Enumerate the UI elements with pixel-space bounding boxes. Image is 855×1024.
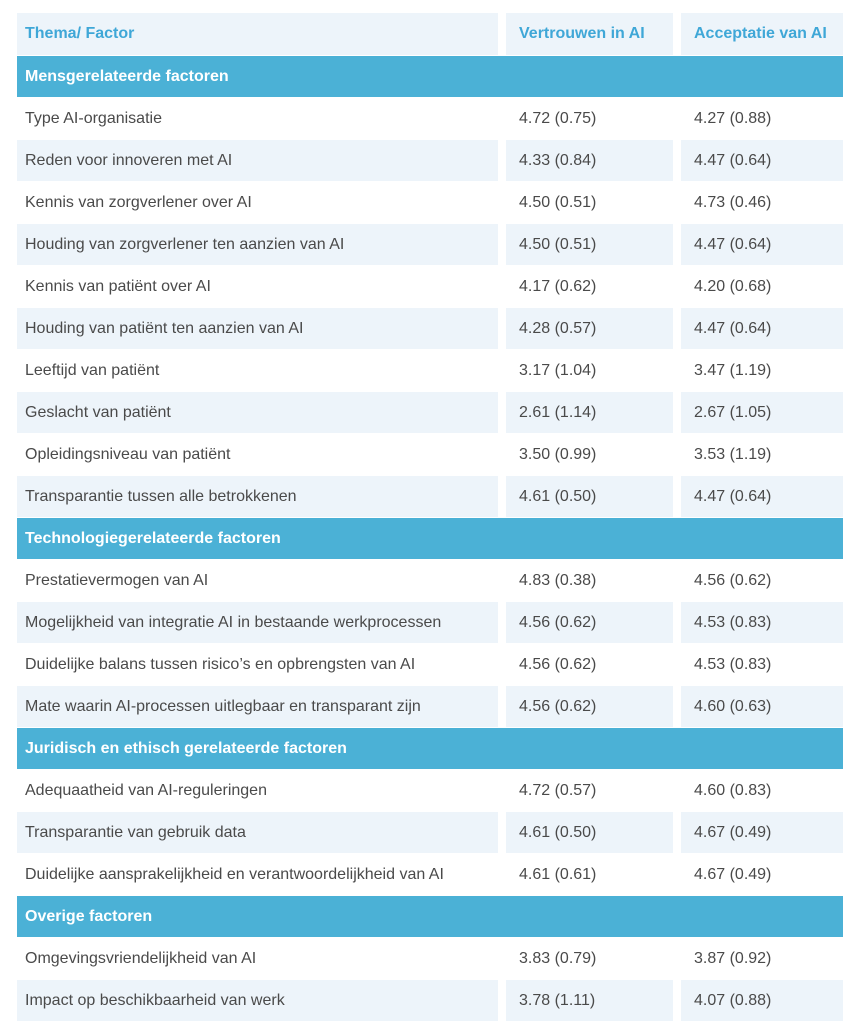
acceptatie-cell: 3.53 (1.19) xyxy=(694,445,772,463)
table-row: Geslacht van patiënt 2.61 (1.14) 2.67 (1… xyxy=(17,392,843,433)
column-header-factor: Thema/ Factor xyxy=(17,13,498,55)
factor-cell: Transparantie van gebruik data xyxy=(17,812,498,853)
factor-cell: Omgevingsvriendelijkheid van AI xyxy=(25,949,257,967)
table-row: Duidelijke aansprakelijkheid en verantwo… xyxy=(17,854,843,895)
acceptatie-cell: 3.87 (0.92) xyxy=(694,949,772,967)
vertrouwen-cell: 4.33 (0.84) xyxy=(506,140,673,181)
table-row: Houding van zorgverlener ten aanzien van… xyxy=(17,224,843,265)
table-row: Duidelijke balans tussen risico’s en opb… xyxy=(17,644,843,685)
column-header-vertrouwen: Vertrouwen in AI xyxy=(506,13,673,55)
factor-cell: Transparantie tussen alle betrokkenen xyxy=(17,476,498,517)
acceptatie-cell: 4.56 (0.62) xyxy=(694,571,772,589)
factor-cell: Reden voor innoveren met AI xyxy=(17,140,498,181)
column-header-acceptatie: Acceptatie van AI xyxy=(681,13,843,55)
factor-cell: Mate waarin AI-processen uitlegbaar en t… xyxy=(17,686,498,727)
acceptatie-cell: 4.47 (0.64) xyxy=(681,308,843,349)
acceptatie-cell: 4.67 (0.49) xyxy=(694,865,772,883)
vertrouwen-cell: 3.17 (1.04) xyxy=(519,361,597,379)
section-header-overige: Overige factoren xyxy=(17,896,843,937)
table-row: Kennis van patiënt over AI 4.17 (0.62) 4… xyxy=(17,266,843,307)
acceptatie-cell: 4.53 (0.83) xyxy=(681,602,843,643)
table-row: Leeftijd van patiënt 3.17 (1.04) 3.47 (1… xyxy=(17,350,843,391)
factor-cell: Duidelijke balans tussen risico’s en opb… xyxy=(25,655,416,673)
vertrouwen-cell: 2.61 (1.14) xyxy=(506,392,673,433)
factor-cell: Duidelijke aansprakelijkheid en verantwo… xyxy=(25,865,444,883)
table-row: Prestatievermogen van AI 4.83 (0.38) 4.5… xyxy=(17,560,843,601)
acceptatie-cell: 4.47 (0.64) xyxy=(681,224,843,265)
factor-cell: Houding van zorgverlener ten aanzien van… xyxy=(17,224,498,265)
vertrouwen-cell: 4.28 (0.57) xyxy=(506,308,673,349)
acceptatie-cell: 4.27 (0.88) xyxy=(694,109,772,127)
section-header-mensgerelateerd: Mensgerelateerde factoren xyxy=(17,56,843,97)
factor-cell: Type AI-organisatie xyxy=(25,109,162,127)
vertrouwen-cell: 4.72 (0.57) xyxy=(519,781,597,799)
vertrouwen-cell: 4.61 (0.50) xyxy=(506,812,673,853)
table-row: Adequaatheid van AI-reguleringen 4.72 (0… xyxy=(17,770,843,811)
vertrouwen-cell: 4.83 (0.38) xyxy=(519,571,597,589)
vertrouwen-cell: 4.61 (0.50) xyxy=(506,476,673,517)
table-row: Reden voor innoveren met AI 4.33 (0.84) … xyxy=(17,140,843,181)
vertrouwen-cell: 4.17 (0.62) xyxy=(519,277,597,295)
factor-cell: Impact op beschikbaarheid van werk xyxy=(17,980,498,1021)
vertrouwen-cell: 3.83 (0.79) xyxy=(519,949,597,967)
vertrouwen-cell: 4.56 (0.62) xyxy=(506,686,673,727)
vertrouwen-cell: 3.50 (0.99) xyxy=(519,445,597,463)
table-row: Type AI-organisatie 4.72 (0.75) 4.27 (0.… xyxy=(17,98,843,139)
acceptatie-cell: 3.47 (1.19) xyxy=(694,361,772,379)
factor-cell: Kennis van zorgverlener over AI xyxy=(25,193,252,211)
factor-cell: Geslacht van patiënt xyxy=(17,392,498,433)
table-header-row: Thema/ Factor Vertrouwen in AI Acceptati… xyxy=(17,13,843,55)
vertrouwen-cell: 3.78 (1.11) xyxy=(506,980,673,1021)
vertrouwen-cell: 4.56 (0.62) xyxy=(519,655,597,673)
factor-cell: Opleidingsniveau van patiënt xyxy=(25,445,231,463)
table-row: Transparantie tussen alle betrokkenen 4.… xyxy=(17,476,843,517)
factor-cell: Mogelijkheid van integratie AI in bestaa… xyxy=(17,602,498,643)
table-row: Impact op beschikbaarheid van werk 3.78 … xyxy=(17,980,843,1021)
section-header-technologie: Technologiegerelateerde factoren xyxy=(17,518,843,559)
acceptatie-cell: 4.60 (0.63) xyxy=(681,686,843,727)
table-row: Opleidingsniveau van patiënt 3.50 (0.99)… xyxy=(17,434,843,475)
section-rows-juridisch: Adequaatheid van AI-reguleringen 4.72 (0… xyxy=(17,770,843,895)
table-row: Kennis van zorgverlener over AI 4.50 (0.… xyxy=(17,182,843,223)
acceptatie-cell: 4.20 (0.68) xyxy=(694,277,772,295)
vertrouwen-cell: 4.50 (0.51) xyxy=(506,224,673,265)
section-rows-technologie: Prestatievermogen van AI 4.83 (0.38) 4.5… xyxy=(17,560,843,727)
vertrouwen-cell: 4.56 (0.62) xyxy=(506,602,673,643)
factor-cell: Prestatievermogen van AI xyxy=(25,571,209,589)
factor-cell: Kennis van patiënt over AI xyxy=(25,277,211,295)
acceptatie-cell: 4.47 (0.64) xyxy=(681,476,843,517)
factor-cell: Houding van patiënt ten aanzien van AI xyxy=(17,308,498,349)
factor-cell: Adequaatheid van AI-reguleringen xyxy=(25,781,267,799)
vertrouwen-cell: 4.50 (0.51) xyxy=(519,193,597,211)
section-header-juridisch: Juridisch en ethisch gerelateerde factor… xyxy=(17,728,843,769)
section-rows-mensgerelateerd: Type AI-organisatie 4.72 (0.75) 4.27 (0.… xyxy=(17,98,843,517)
acceptatie-cell: 4.53 (0.83) xyxy=(694,655,772,673)
table-row: Mate waarin AI-processen uitlegbaar en t… xyxy=(17,686,843,727)
table-row: Houding van patiënt ten aanzien van AI 4… xyxy=(17,308,843,349)
acceptatie-cell: 4.73 (0.46) xyxy=(694,193,772,211)
section-rows-overige: Omgevingsvriendelijkheid van AI 3.83 (0.… xyxy=(17,938,843,1021)
table-row: Omgevingsvriendelijkheid van AI 3.83 (0.… xyxy=(17,938,843,979)
table-row: Transparantie van gebruik data 4.61 (0.5… xyxy=(17,812,843,853)
table-row: Mogelijkheid van integratie AI in bestaa… xyxy=(17,602,843,643)
vertrouwen-cell: 4.61 (0.61) xyxy=(519,865,597,883)
acceptatie-cell: 4.60 (0.83) xyxy=(694,781,772,799)
acceptatie-cell: 4.07 (0.88) xyxy=(681,980,843,1021)
acceptatie-cell: 4.67 (0.49) xyxy=(681,812,843,853)
acceptatie-cell: 2.67 (1.05) xyxy=(681,392,843,433)
factor-cell: Leeftijd van patiënt xyxy=(25,361,160,379)
factors-table: Thema/ Factor Vertrouwen in AI Acceptati… xyxy=(17,13,843,1021)
vertrouwen-cell: 4.72 (0.75) xyxy=(519,109,597,127)
acceptatie-cell: 4.47 (0.64) xyxy=(681,140,843,181)
